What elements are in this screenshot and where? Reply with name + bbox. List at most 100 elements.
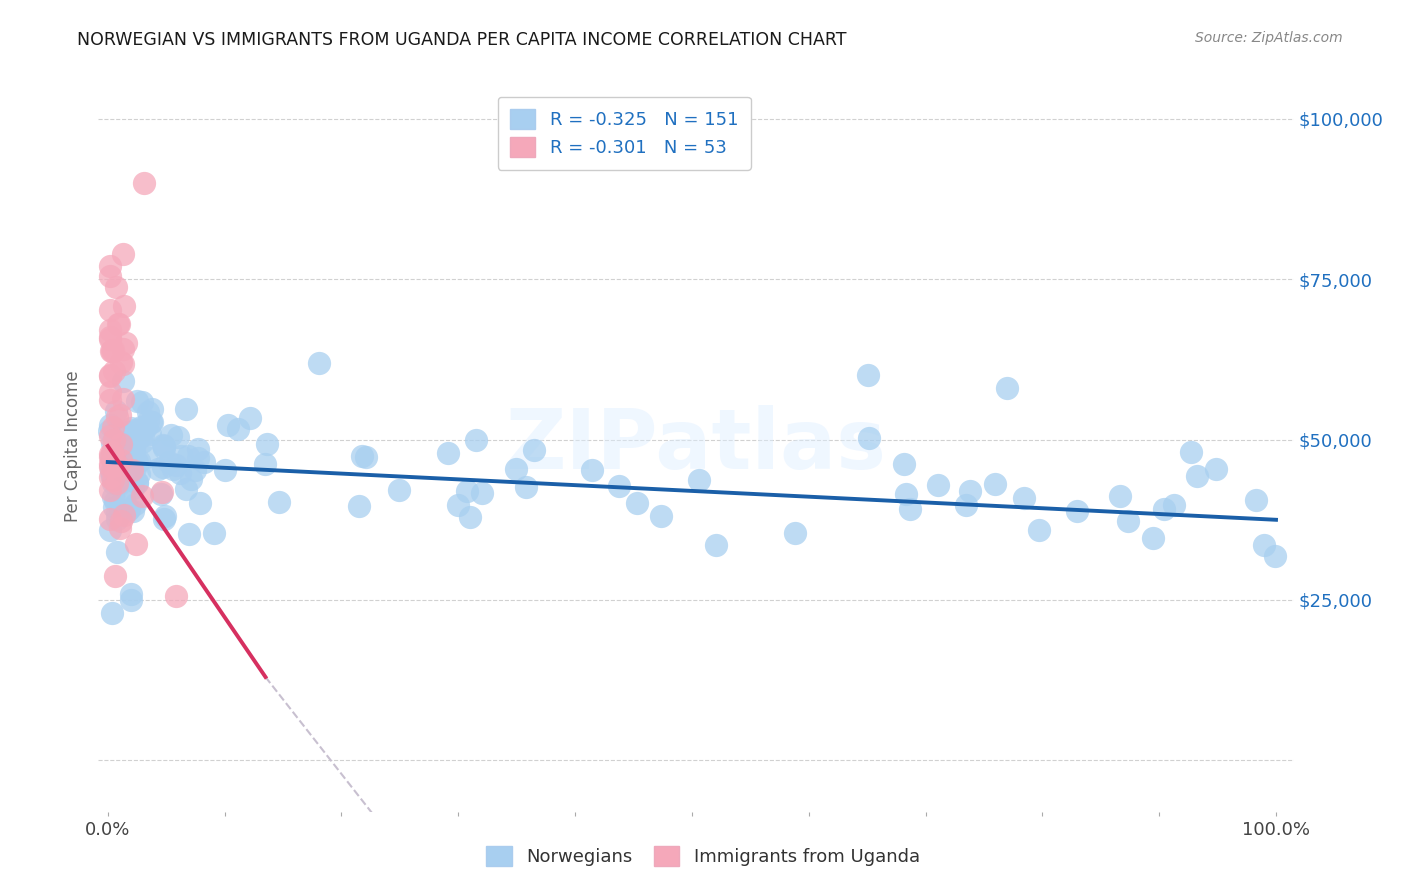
- Y-axis label: Per Capita Income: Per Capita Income: [65, 370, 83, 522]
- Point: [626, 496, 648, 510]
- Point: [120, 421, 142, 435]
- Point: [125, 475, 148, 490]
- Point: [1185, 468, 1208, 483]
- Point: [110, 453, 132, 467]
- Point: [120, 593, 142, 607]
- Point: [1142, 531, 1164, 545]
- Point: [125, 455, 148, 469]
- Point: [239, 411, 262, 425]
- Point: [1244, 493, 1267, 508]
- Point: [165, 589, 187, 603]
- Point: [187, 442, 209, 456]
- Point: [131, 489, 153, 503]
- Point: [103, 364, 125, 378]
- Point: [98, 332, 121, 346]
- Point: [98, 260, 121, 274]
- Point: [98, 459, 121, 474]
- Point: [388, 483, 411, 497]
- Point: [1153, 502, 1175, 516]
- Point: [139, 427, 162, 442]
- Point: [152, 484, 174, 499]
- Point: [98, 384, 121, 399]
- Point: [107, 317, 129, 331]
- Point: [165, 458, 187, 473]
- Point: [269, 495, 291, 509]
- Point: [98, 368, 121, 382]
- Point: [184, 463, 207, 477]
- Point: [152, 437, 174, 451]
- Point: [141, 415, 163, 429]
- Legend: Norwegians, Immigrants from Uganda: Norwegians, Immigrants from Uganda: [474, 833, 932, 879]
- Point: [523, 442, 546, 457]
- Point: [101, 606, 124, 620]
- Point: [101, 470, 124, 484]
- Point: [101, 451, 124, 466]
- Point: [959, 484, 981, 499]
- Point: [127, 425, 149, 440]
- Point: [1012, 491, 1035, 506]
- Point: [105, 467, 128, 482]
- Legend: R = -0.325   N = 151, R = -0.301   N = 53: R = -0.325 N = 151, R = -0.301 N = 53: [498, 96, 751, 169]
- Point: [121, 504, 143, 518]
- Point: [129, 420, 152, 434]
- Point: [98, 429, 121, 443]
- Point: [704, 538, 727, 552]
- Point: [110, 514, 132, 528]
- Point: [124, 461, 146, 475]
- Text: ZIPatlas: ZIPatlas: [506, 406, 886, 486]
- Point: [115, 336, 138, 351]
- Point: [121, 463, 143, 477]
- Point: [515, 480, 537, 494]
- Point: [121, 464, 143, 478]
- Point: [105, 475, 128, 490]
- Point: [437, 445, 460, 459]
- Point: [121, 481, 143, 495]
- Point: [176, 401, 198, 416]
- Point: [308, 355, 330, 369]
- Point: [893, 457, 915, 471]
- Point: [98, 512, 121, 526]
- Point: [121, 442, 143, 456]
- Point: [112, 447, 135, 461]
- Point: [174, 482, 197, 496]
- Point: [98, 483, 121, 497]
- Point: [607, 479, 630, 493]
- Point: [155, 508, 177, 523]
- Point: [898, 502, 921, 516]
- Point: [180, 472, 202, 486]
- Point: [128, 467, 150, 482]
- Point: [135, 450, 157, 464]
- Point: [153, 441, 176, 455]
- Point: [98, 457, 121, 471]
- Point: [98, 447, 121, 461]
- Point: [118, 501, 141, 516]
- Point: [115, 502, 138, 516]
- Point: [125, 475, 148, 490]
- Point: [1205, 461, 1227, 475]
- Point: [177, 527, 200, 541]
- Point: [256, 437, 278, 451]
- Point: [120, 586, 142, 600]
- Point: [464, 433, 486, 447]
- Point: [139, 415, 162, 429]
- Point: [347, 500, 370, 514]
- Point: [112, 374, 135, 388]
- Point: [108, 521, 131, 535]
- Point: [217, 418, 239, 433]
- Point: [105, 545, 128, 559]
- Point: [160, 427, 183, 442]
- Point: [110, 437, 132, 451]
- Point: [202, 526, 225, 541]
- Point: [471, 485, 494, 500]
- Point: [858, 368, 880, 383]
- Point: [107, 473, 129, 487]
- Point: [187, 450, 209, 465]
- Point: [1066, 504, 1088, 518]
- Point: [997, 381, 1019, 395]
- Point: [136, 414, 159, 428]
- Point: [108, 317, 131, 331]
- Point: [581, 463, 603, 477]
- Point: [188, 496, 211, 510]
- Point: [984, 476, 1007, 491]
- Point: [107, 475, 129, 490]
